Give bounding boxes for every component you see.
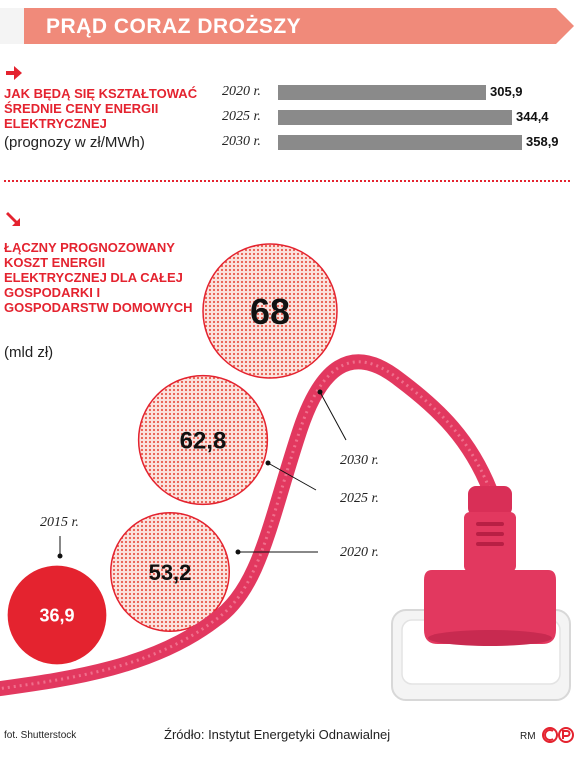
price-chart-unit: (prognozy w zł/MWh): [4, 134, 145, 151]
cost-bubble: [202, 243, 338, 379]
callout-line: [267, 462, 317, 491]
arrow-right-icon: [6, 66, 22, 80]
cost-year-label: 2015 r.: [40, 515, 79, 530]
price-bar-year-label: 2025 r.: [222, 109, 261, 124]
price-bar-value-label: 344,4: [516, 109, 549, 124]
cost-year-label: 2020 r.: [340, 545, 379, 560]
cost-bubble: [137, 374, 269, 506]
cost-bubble-value-label: 68: [250, 291, 290, 332]
price-bar-value-label: 305,9: [490, 84, 523, 99]
cost-bubble: [109, 511, 231, 633]
cost-bubble-value-label: 36,9: [39, 605, 74, 625]
title-banner: [0, 8, 574, 44]
price-bar-year-label: 2030 r.: [222, 134, 261, 149]
publisher-logo-icon: [542, 727, 574, 743]
cost-year-label: 2025 r.: [340, 491, 379, 506]
cost-year-label: 2030 r.: [340, 453, 379, 468]
source-note: Źródło: Instytut Energetyki Odnawialnej: [164, 727, 391, 742]
photo-credit: fot. Shutterstock: [4, 730, 77, 741]
arrow-down-right-icon: [6, 212, 20, 226]
price-chart-title: JAK BĘDĄ SIĘ KSZTAŁTOWAĆ ŚREDNIE CENY EN…: [4, 86, 198, 131]
price-bar: [278, 85, 486, 100]
price-bar: [278, 110, 512, 125]
section-divider: [4, 180, 570, 182]
price-bar: [278, 135, 522, 150]
cost-chart-title: ŁĄCZNY PROGNOZOWANY KOSZT ENERGII ELEKTR…: [4, 240, 193, 315]
cost-bubble: [7, 565, 107, 665]
page-title: PRĄD CORAZ DROŻSZY: [46, 15, 302, 38]
cost-bubble-value-label: 53,2: [149, 560, 192, 585]
plug-illustration: [424, 486, 556, 646]
price-bar-value-label: 358,9: [526, 134, 559, 149]
callout-line: [319, 391, 347, 441]
author-initials: RM: [520, 731, 536, 742]
cost-chart-unit: (mld zł): [4, 344, 54, 361]
cost-bubble-chart: 36,9 53,2 62,8 68 2015 r. 2020 r. 2025 r. 2030…: [0, 243, 571, 701]
cost-bubble-value-label: 62,8: [180, 428, 227, 455]
price-bar-year-label: 2020 r.: [222, 84, 261, 99]
